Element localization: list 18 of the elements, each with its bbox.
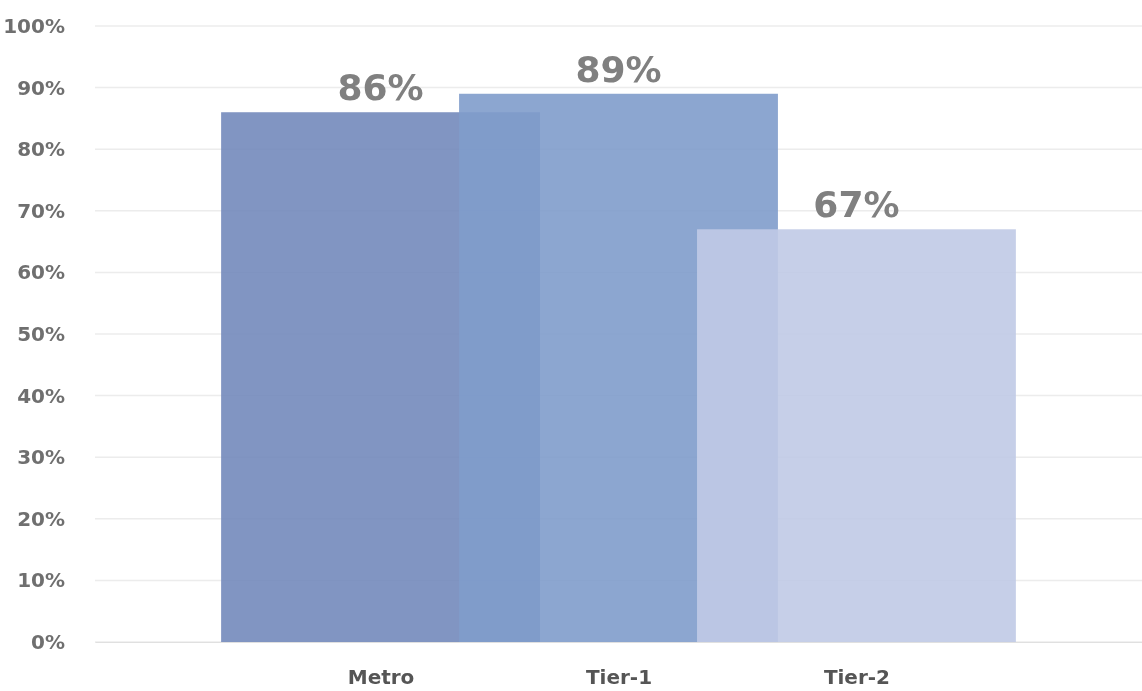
y-tick-label: 50% [17,321,65,346]
x-tick-label: Tier-2 [823,665,891,690]
x-tick-label: Tier-1 [585,665,653,690]
x-tick-label: Metro [347,665,415,690]
data-label: 89% [575,48,662,90]
y-tick-label: 40% [17,383,65,408]
y-tick-label: 30% [17,445,65,470]
y-tick-label: 0% [31,629,65,654]
data-label: 86% [337,67,424,109]
y-tick-label: 80% [17,137,65,162]
y-tick-label: 100% [3,13,65,38]
y-tick-label: 60% [17,260,65,285]
y-tick-label: 20% [17,506,65,531]
data-label: 67% [813,184,900,226]
y-tick-label: 10% [17,568,65,593]
y-tick-label: 70% [17,198,65,223]
y-tick-label: 90% [17,75,65,100]
bar [697,229,1016,642]
